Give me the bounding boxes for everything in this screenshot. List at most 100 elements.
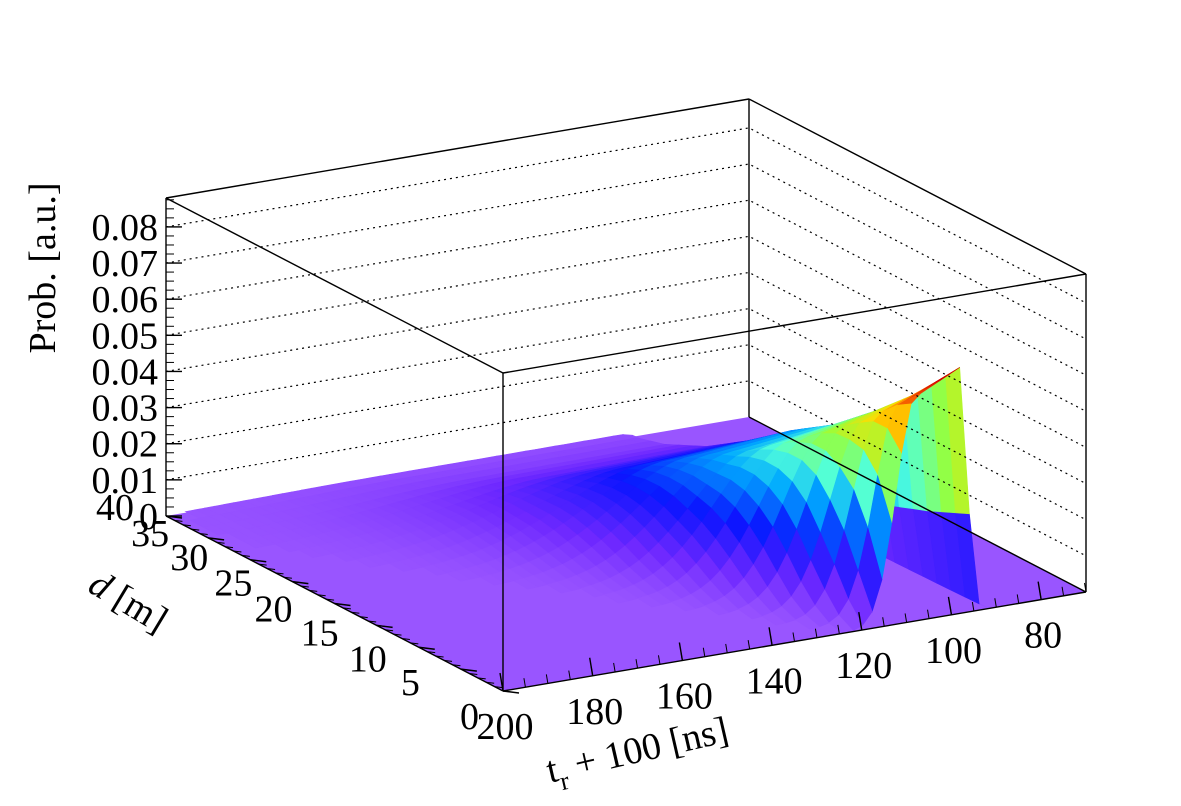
t-minor-tick xyxy=(613,662,616,673)
t-minor-tick xyxy=(747,640,751,650)
surface-cell xyxy=(795,614,820,630)
t-minor-tick xyxy=(971,601,975,612)
surface-cell xyxy=(422,564,448,576)
d-minor-tick xyxy=(342,607,351,610)
d-minor-tick xyxy=(469,673,478,675)
t-minor-tick xyxy=(882,617,885,627)
d-tick-label: 20 xyxy=(255,589,293,631)
frame-edge xyxy=(165,98,750,199)
frame-edge xyxy=(748,416,1087,593)
z-axis-title: Prob. [a.u.] xyxy=(22,183,64,354)
plot-frame xyxy=(165,98,1087,692)
t-minor-tick xyxy=(657,655,661,665)
t-minor-tick xyxy=(814,628,818,638)
t-minor-tick xyxy=(927,609,930,619)
d-minor-tick xyxy=(443,659,453,662)
frame-edge xyxy=(165,197,504,374)
d-tick-label: 5 xyxy=(401,662,420,704)
d-axis-title: d [m] xyxy=(82,562,175,641)
d-minor-tick xyxy=(427,651,436,654)
t-minor-tick xyxy=(523,678,526,688)
t-minor-tick xyxy=(770,636,773,646)
t-tick-label: 80 xyxy=(1024,615,1062,657)
d-minor-tick xyxy=(283,576,293,579)
surface-cell xyxy=(355,556,381,568)
d-minor-tick xyxy=(410,642,419,645)
d-minor-tick xyxy=(317,594,326,597)
t-minor-tick xyxy=(792,632,795,642)
d-minor-tick xyxy=(502,690,512,693)
d-minor-tick xyxy=(401,638,410,640)
d-minor-tick xyxy=(267,568,276,570)
d-minor-tick xyxy=(182,524,191,527)
z-tick-label: 0.02 xyxy=(92,424,159,466)
z-gridline xyxy=(165,199,1087,376)
d-tick-label: 40 xyxy=(96,487,134,529)
t-minor-tick xyxy=(702,647,706,657)
z-gridline xyxy=(165,163,1087,340)
surface-cell xyxy=(388,560,415,572)
surface-cell xyxy=(331,551,357,562)
z-axis: 00.010.020.030.040.050.060.070.08 xyxy=(92,199,182,538)
surface-cell xyxy=(637,595,663,608)
surface-cell xyxy=(737,604,763,620)
d-minor-tick xyxy=(250,559,259,562)
z-tick-label: 0.05 xyxy=(92,315,159,357)
surface-cell xyxy=(202,525,229,536)
t-minor-tick xyxy=(859,620,863,631)
d-minor-tick xyxy=(241,554,250,557)
t-minor-tick xyxy=(1016,594,1020,604)
t-tick-label: 160 xyxy=(656,676,713,718)
d-minor-tick xyxy=(165,515,175,518)
d-minor-tick xyxy=(384,629,394,632)
t-axis: 200 180 160 140 120 100 80 xyxy=(477,581,1087,748)
d-minor-tick xyxy=(309,589,318,592)
d-minor-tick xyxy=(292,581,301,584)
z-gridline xyxy=(165,127,1087,304)
surface-cell xyxy=(297,547,324,558)
t-minor-tick xyxy=(837,624,840,634)
t-minor-tick xyxy=(1084,582,1087,593)
d-minor-tick xyxy=(208,537,217,540)
t-tick-label: 180 xyxy=(566,691,623,733)
frame-edge xyxy=(502,273,1087,374)
d-minor-tick xyxy=(224,546,234,549)
t-tick-label: 200 xyxy=(477,706,534,748)
surface-cell xyxy=(761,612,787,626)
surface-cell xyxy=(670,598,696,612)
t-minor-tick xyxy=(501,681,504,692)
d-tick-label: 10 xyxy=(349,638,387,680)
d-minor-tick xyxy=(477,677,486,680)
z-tick-label: 0 xyxy=(139,496,158,538)
t-tick-label: 100 xyxy=(925,630,982,672)
z-tick-label: 0.01 xyxy=(92,460,159,502)
d-tick-label: 35 xyxy=(131,513,169,555)
z-tick-label: 0.04 xyxy=(92,351,159,393)
d-minor-tick xyxy=(334,603,343,605)
surface-cell xyxy=(579,585,606,598)
t-minor-tick xyxy=(635,659,639,669)
t-tick-label: 120 xyxy=(835,645,892,687)
t-minor-tick xyxy=(949,605,952,615)
surface-cell xyxy=(479,574,505,586)
surface-plot xyxy=(166,366,1086,691)
t-tick-label: 140 xyxy=(746,660,803,702)
surface-cell xyxy=(546,581,572,594)
d-tick-label: 15 xyxy=(301,612,339,654)
surface-cell xyxy=(603,591,629,604)
d-minor-tick xyxy=(300,585,309,588)
d-minor-tick xyxy=(376,624,385,627)
t-minor-tick xyxy=(568,670,571,680)
surface-cell xyxy=(274,541,300,553)
d-minor-tick xyxy=(191,528,200,531)
d-minor-tick xyxy=(418,646,427,649)
t-minor-tick xyxy=(994,598,997,608)
d-minor-tick xyxy=(199,533,208,535)
t-minor-tick xyxy=(590,666,594,676)
z-tick-label: 0.07 xyxy=(92,243,159,285)
d-minor-tick xyxy=(326,598,335,601)
z-tick-label: 0.06 xyxy=(92,279,159,321)
t-minor-tick xyxy=(725,643,728,654)
